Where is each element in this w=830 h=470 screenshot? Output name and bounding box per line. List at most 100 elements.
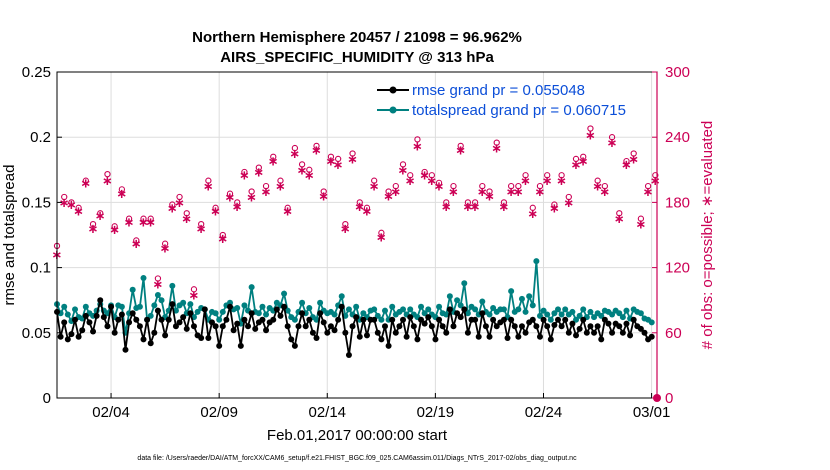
totalspread-point — [508, 288, 515, 295]
rmse-point — [486, 333, 493, 340]
obs-evaluated-point: ∗ — [268, 155, 279, 170]
y-axis-label-right: # of obs: o=possible; ∗=evaluated — [699, 121, 716, 350]
obs-evaluated-point: ∗ — [419, 169, 430, 184]
obs-evaluated-point: ∗ — [556, 174, 567, 189]
rmse-point — [227, 303, 234, 310]
x-tick-label: 02/14 — [308, 404, 346, 421]
totalspread-point — [518, 295, 525, 302]
y-tick-label-left: 0.05 — [22, 325, 51, 342]
rmse-point — [396, 323, 403, 330]
rmse-series — [54, 297, 655, 358]
rmse-point — [144, 316, 151, 323]
obs-evaluated-point: ∗ — [225, 190, 236, 205]
totalspread-point — [212, 310, 219, 317]
rmse-point — [57, 333, 64, 340]
rmse-point — [180, 314, 187, 321]
obs-evaluated-point: ∗ — [354, 200, 365, 215]
obs-possible-point — [572, 155, 580, 163]
y-tick-label-left: 0.2 — [30, 129, 51, 146]
totalspread-point — [573, 316, 580, 323]
obs-possible-point — [82, 177, 89, 184]
obs-possible-point — [457, 142, 464, 150]
obs-evaluated-point: ∗ — [441, 200, 452, 215]
obs-possible-point — [75, 204, 82, 211]
obs-evaluated-point: ∗ — [498, 200, 509, 215]
rmse-point — [508, 316, 515, 323]
obs-evaluated-point: ∗ — [167, 201, 178, 216]
rmse-point — [230, 327, 237, 334]
rmse-point — [400, 316, 407, 323]
rmse-point — [446, 306, 453, 313]
rmse-point — [61, 319, 68, 326]
totalspread-point — [472, 306, 479, 313]
obs-evaluated-point: ∗ — [304, 169, 315, 184]
rmse-point — [403, 333, 410, 340]
totalspread-point — [154, 291, 161, 298]
y-tick-label-right: 180 — [665, 194, 690, 211]
obs-possible-point — [190, 286, 198, 293]
obs-evaluated-point: ∗ — [66, 198, 77, 213]
y-tick-label-right: 300 — [665, 64, 690, 81]
totalspread-point — [371, 306, 378, 313]
rmse-point — [504, 335, 511, 342]
obs-evaluated-point: ∗ — [189, 288, 200, 303]
rmse-point — [544, 323, 551, 330]
obs-evaluated-point: ∗ — [506, 185, 517, 200]
x-tick-label: 02/24 — [525, 404, 563, 421]
totalspread-point — [61, 303, 68, 310]
obs-possible-point — [464, 199, 472, 206]
totalspread-point — [533, 258, 540, 265]
obs-possible-point — [140, 215, 147, 222]
obs-possible-point — [479, 182, 486, 190]
obs-evaluated-point: ∗ — [102, 174, 113, 189]
y-tick-label-left: 0.15 — [22, 194, 51, 211]
obs-possible-point — [385, 188, 392, 195]
totalspread-point — [248, 284, 255, 291]
obs-evaluated-point: ∗ — [210, 205, 221, 220]
rmse-point — [136, 323, 143, 330]
rmse-point — [223, 316, 230, 323]
rmse-point — [569, 320, 576, 327]
totalspread-point — [72, 306, 79, 313]
obs-possible-point — [594, 177, 601, 184]
obs-possible-point — [118, 186, 126, 193]
obs-possible-point — [169, 201, 176, 208]
obs-evaluated-point: ∗ — [239, 169, 250, 184]
obs-possible-point — [515, 182, 522, 190]
obs-possible-point — [219, 231, 226, 239]
rmse-point — [475, 333, 482, 340]
rmse-point — [436, 316, 443, 323]
rmse-point — [573, 332, 580, 339]
totalspread-point — [187, 301, 194, 308]
rmse-point — [241, 316, 248, 323]
obs-possible-point — [428, 172, 435, 179]
obs-evaluated-point: ∗ — [311, 144, 322, 159]
rmse-point — [425, 314, 432, 321]
rmse-point — [245, 323, 252, 330]
rmse-point — [252, 325, 259, 332]
rmse-point — [72, 316, 79, 323]
plot-frame — [56, 71, 658, 399]
totalspread-point — [598, 312, 605, 319]
obs-possible-point — [522, 172, 529, 179]
obs-evaluated-point: ∗ — [95, 209, 106, 224]
totalspread-point — [500, 306, 507, 313]
obs-possible-point — [486, 188, 493, 195]
rmse-point — [641, 329, 648, 336]
rmse-point — [129, 310, 136, 317]
rmse-point — [515, 333, 522, 340]
x-tick-label: 02/19 — [417, 404, 455, 421]
obs-possible-point — [133, 237, 140, 244]
totalspread-point — [576, 312, 583, 319]
obs-evaluated-point: ∗ — [297, 163, 308, 178]
obs-count-series: ∗∗∗∗∗∗∗∗∗∗∗∗∗∗∗∗∗∗∗∗∗∗∗∗∗∗∗∗∗∗∗∗∗∗∗∗∗∗∗∗… — [52, 125, 661, 303]
rmse-point — [335, 316, 342, 323]
totalspread-point — [400, 306, 407, 313]
obs-evaluated-point: ∗ — [88, 222, 99, 237]
rmse-point — [601, 316, 608, 323]
obs-possible-point — [226, 190, 234, 197]
totalspread-point — [331, 311, 338, 318]
rmse-point — [172, 323, 179, 330]
rmse-point — [623, 320, 630, 327]
rmse-point — [176, 319, 183, 326]
